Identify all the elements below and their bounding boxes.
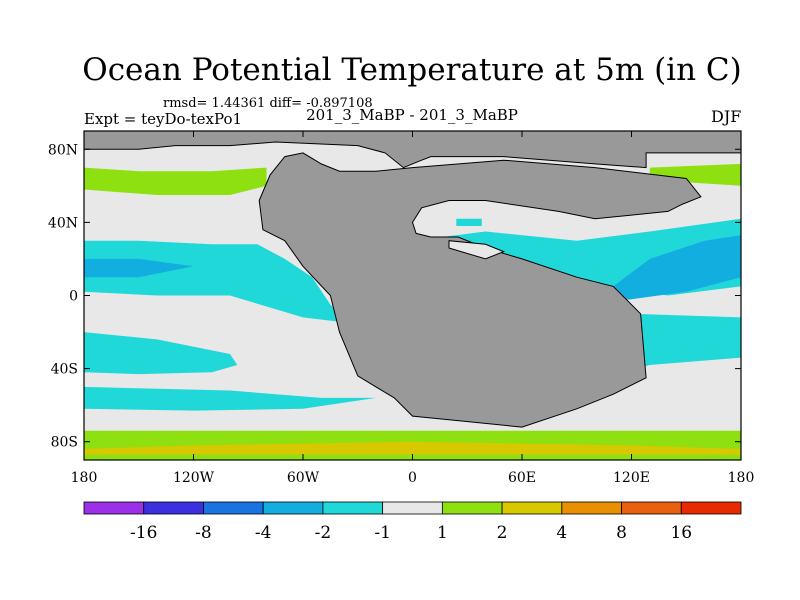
- contour-region-11: [456, 218, 482, 226]
- colorbar-label-0: -16: [130, 523, 157, 543]
- colorbar-label-5: 1: [437, 523, 448, 543]
- colorbar-swatch-7: [501, 501, 563, 515]
- x-tick-label-6: 180: [728, 470, 755, 486]
- colorbar-label-6: 2: [497, 523, 508, 543]
- ocean-tethys-inner-sea: [448, 240, 506, 260]
- colorbar-label-4: -1: [374, 523, 391, 543]
- colorbar-swatch-5: [382, 501, 443, 515]
- contour-region-2: [84, 332, 238, 375]
- contour-region-10: [649, 163, 741, 186]
- colorbar-label-8: 8: [616, 523, 627, 543]
- colorbar-label-7: 4: [556, 523, 567, 543]
- colorbar-swatch-0: [83, 501, 145, 515]
- y-tick-label-2: 0: [69, 289, 78, 305]
- colorbar-swatch-1: [143, 501, 204, 515]
- x-tick-label-0: 180: [71, 470, 98, 486]
- colorbar-label-2: -4: [255, 523, 272, 543]
- stats-label: rmsd= 1.44361 diff= -0.897108: [163, 96, 373, 111]
- x-tick-label-5: 120E: [613, 470, 650, 486]
- colorbar-swatch-9: [621, 501, 682, 515]
- experiment-label: Expt = teyDo-texPo1: [84, 110, 243, 128]
- colorbar-swatch-8: [561, 501, 622, 515]
- colorbar-label-9: 16: [670, 523, 692, 543]
- colorbar-swatch-4: [322, 501, 384, 515]
- land-pangea: [258, 152, 702, 428]
- colorbar-swatch-3: [262, 501, 324, 515]
- colorbar-label-1: -8: [195, 523, 212, 543]
- y-tick-label-0: 80N: [48, 142, 78, 158]
- contour-region-1: [84, 441, 741, 455]
- land-north-polar-land: [84, 131, 741, 169]
- x-tick-label-2: 60W: [287, 470, 320, 486]
- x-tick-label-1: 120W: [173, 470, 215, 486]
- x-tick-label-3: 0: [408, 470, 417, 486]
- y-tick-label-4: 80S: [51, 435, 78, 451]
- contour-region-9: [84, 167, 267, 195]
- chart-title: Ocean Potential Temperature at 5m (in C): [82, 52, 742, 88]
- x-tick-label-4: 60E: [508, 470, 536, 486]
- comparison-label: 201_3_MaBP - 201_3_MaBP: [306, 106, 518, 124]
- colorbar-swatch-6: [441, 501, 503, 515]
- y-tick-label-1: 40N: [48, 215, 78, 231]
- colorbar-swatch-10: [680, 501, 742, 515]
- colorbar-swatch-2: [203, 501, 264, 515]
- y-tick-label-3: 40S: [51, 362, 78, 378]
- contour-region-7: [84, 258, 194, 278]
- season-label: DJF: [711, 107, 742, 126]
- contour-region-4: [84, 386, 376, 411]
- colorbar-label-3: -2: [315, 523, 332, 543]
